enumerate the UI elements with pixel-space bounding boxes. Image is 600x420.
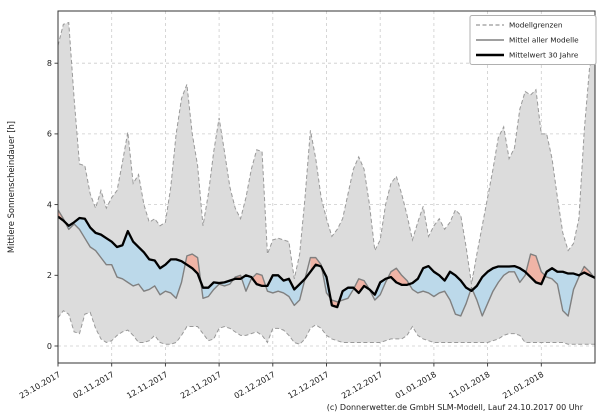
below-normal-patch (241, 275, 253, 292)
below-normal-patch (409, 266, 471, 316)
model-range-band (58, 22, 595, 345)
legend: Modellgrenzen Mittel aller Modelle Mitte… (469, 15, 597, 65)
below-normal-patch (265, 275, 306, 306)
copyright-footer: (c) Donnerwetter.de GmbH SLM-Modell, Lau… (327, 403, 584, 412)
x-tick-label: 02.12.2017 (233, 370, 277, 401)
x-tick-label: 22.12.2017 (340, 370, 384, 401)
model-lower-bound-line (58, 309, 595, 345)
data-layer (58, 21, 595, 345)
below-normal-patch (472, 266, 526, 316)
mean-30-years-line (58, 215, 595, 309)
y-tick-label: 2 (47, 271, 52, 280)
x-tick-label: 21.01.2018 (501, 370, 545, 401)
axes-layer (54, 10, 596, 367)
y-tick-label: 6 (47, 130, 52, 139)
legend-box (469, 15, 597, 65)
above-normal-patch (387, 268, 410, 285)
model-mean-line (58, 209, 595, 317)
below-normal-patch (65, 218, 186, 299)
below-normal-patch (200, 279, 234, 299)
legend-label-modellgrenzen: Modellgrenzen (509, 21, 562, 30)
legend-label-mittel-aller-modelle: Mittel aller Modelle (509, 36, 579, 45)
above-normal-patch (353, 278, 370, 293)
y-axis-label: Mittlere Sonnenscheindauer [h] (6, 121, 16, 253)
legend-label-mittelwert-30-jahre: Mittelwert 30 Jahre (509, 51, 579, 60)
x-tick-label: 02.11.2017 (72, 370, 116, 401)
x-tick-label: 23.10.2017 (18, 370, 62, 401)
y-tick-label: 0 (47, 342, 52, 351)
y-tick-label: 8 (47, 59, 52, 68)
x-tick-label: 22.11.2017 (179, 370, 223, 401)
x-tick-label: 12.12.2017 (286, 370, 330, 401)
x-tick-label: 01.01.2018 (394, 370, 438, 401)
model-upper-bound-line (58, 21, 595, 285)
y-tick-label: 4 (47, 200, 52, 209)
x-tick-label: 11.01.2018 (447, 370, 491, 401)
x-tick-label: 12.11.2017 (125, 370, 169, 401)
